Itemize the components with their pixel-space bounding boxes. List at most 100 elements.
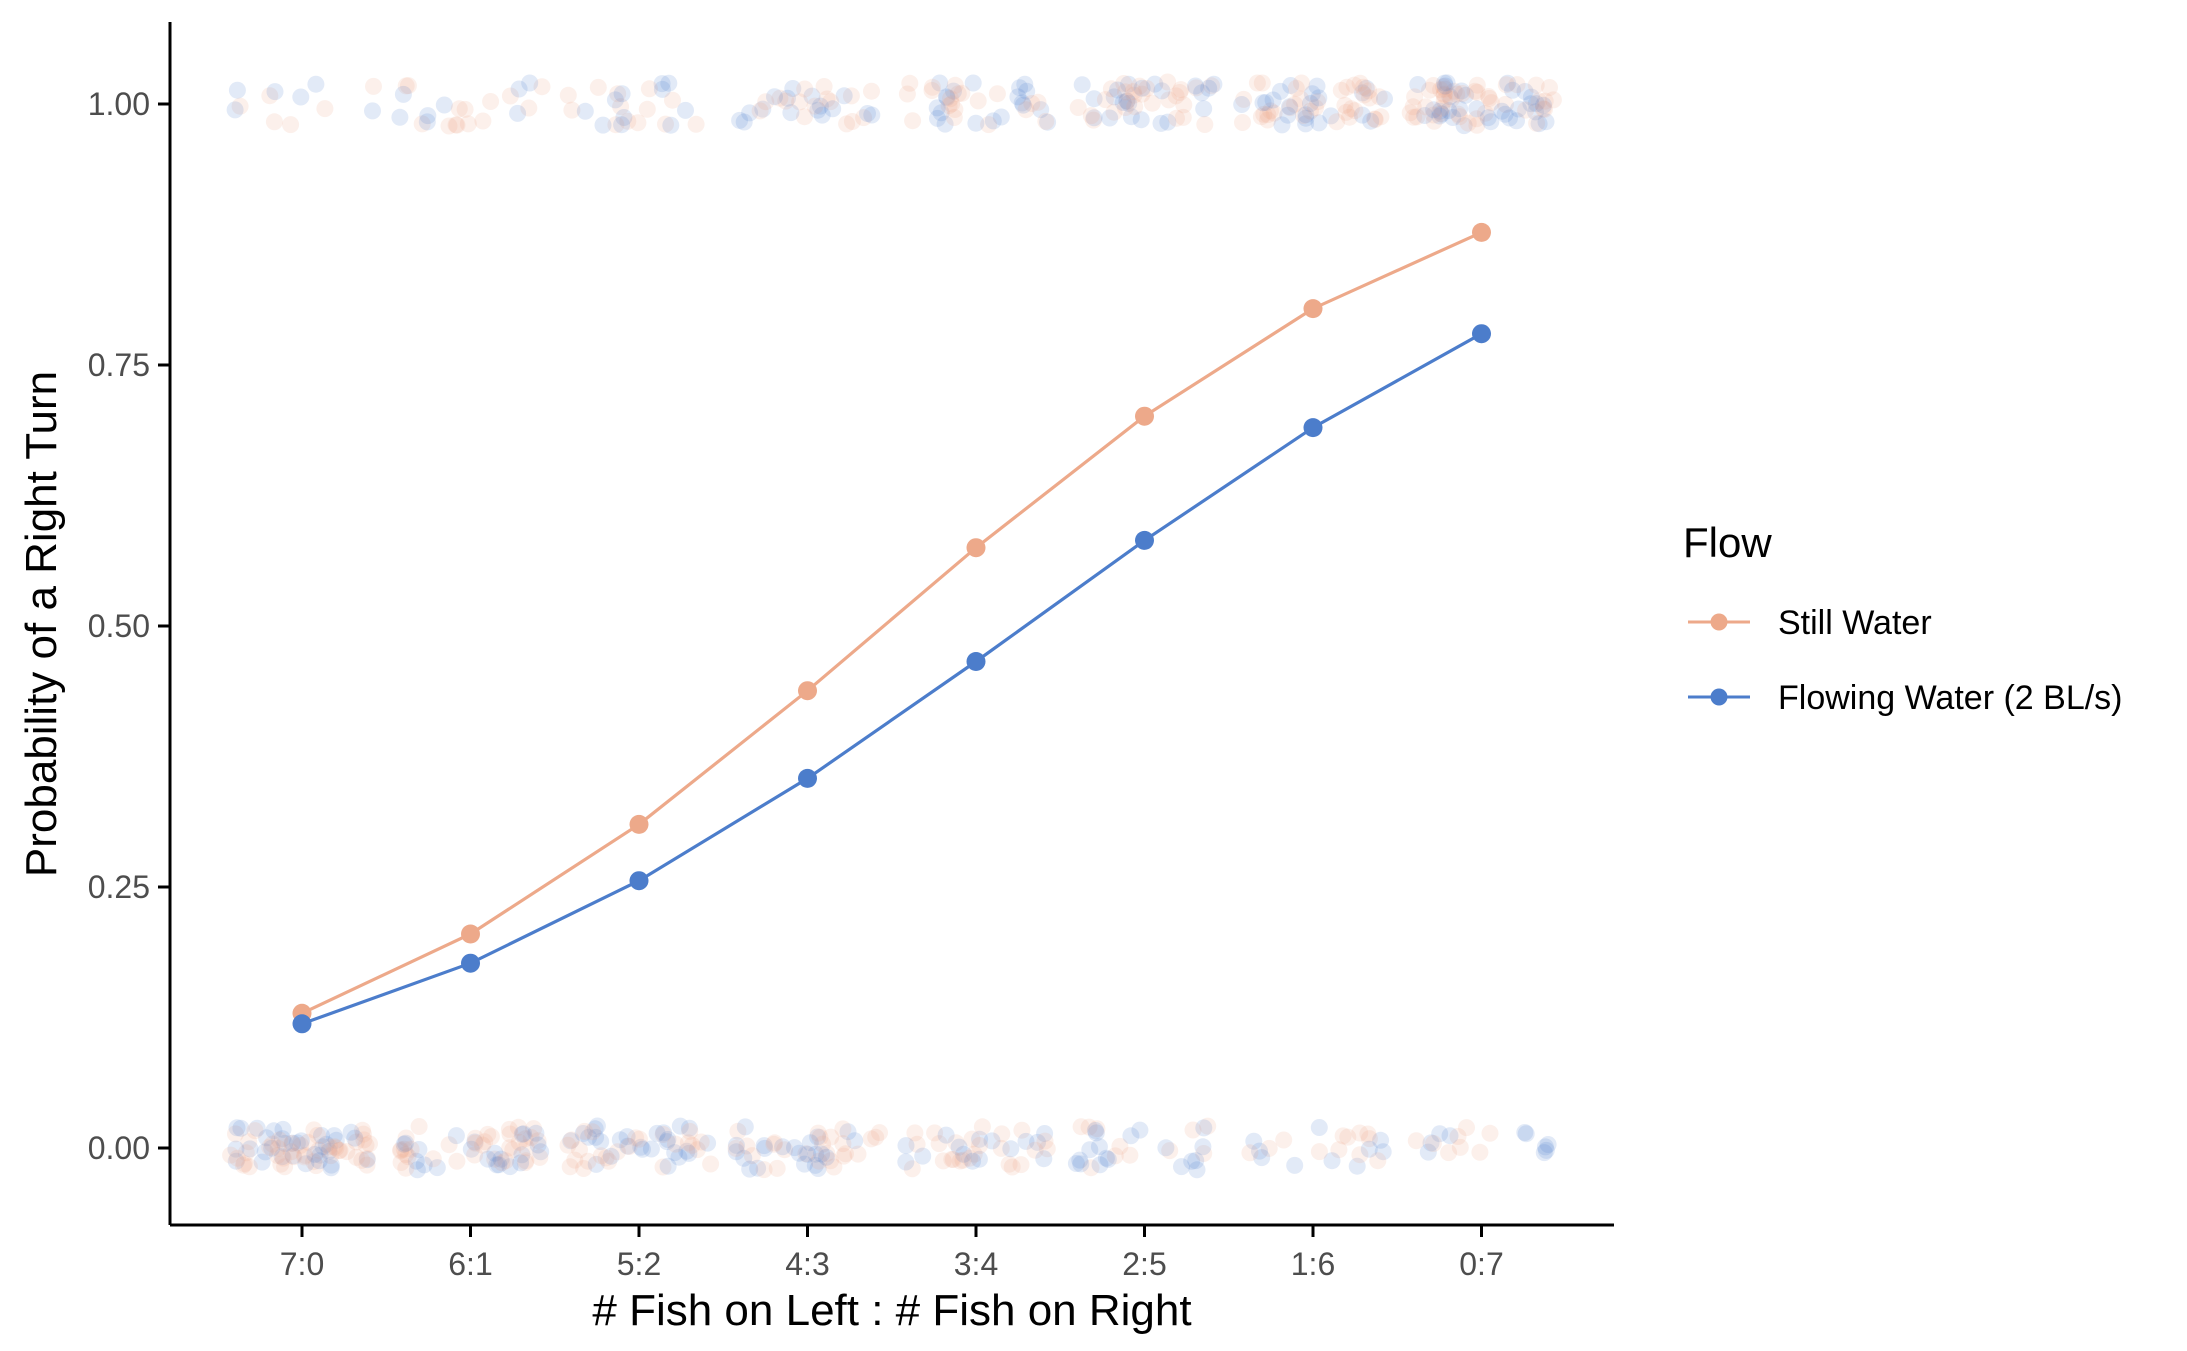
- raw-point-left-turn: [576, 1122, 594, 1140]
- raw-point-right-turn: [1530, 92, 1548, 110]
- y-tick-label: 0.50: [88, 608, 150, 644]
- raw-point-left-turn: [786, 1139, 803, 1157]
- raw-point-right-turn: [1408, 108, 1426, 126]
- raw-point-left-turn: [566, 1151, 584, 1169]
- raw-point-right-turn: [1527, 76, 1545, 94]
- raw-point-right-turn: [809, 101, 827, 119]
- raw-point-right-turn: [1357, 79, 1375, 97]
- raw-point-right-turn: [1337, 103, 1355, 121]
- raw-point-right-turn: [1102, 80, 1120, 98]
- raw-point-left-turn: [276, 1158, 294, 1176]
- raw-point-left-turn: [269, 1147, 286, 1164]
- raw-point-right-turn: [1372, 108, 1390, 126]
- raw-point-left-turn: [320, 1142, 338, 1160]
- series-lines: [301, 230, 1483, 1026]
- raw-point-right-turn: [1257, 94, 1275, 111]
- raw-point-left-turn: [670, 1148, 688, 1166]
- raw-point-right-turn: [1168, 109, 1185, 127]
- raw-point-left-turn: [849, 1145, 867, 1163]
- raw-point-right-turn: [945, 82, 962, 100]
- raw-point-left-turn: [246, 1122, 264, 1140]
- raw-point-left-turn: [571, 1141, 588, 1159]
- raw-point-left-turn: [270, 1131, 288, 1149]
- raw-point-left-turn: [492, 1150, 510, 1168]
- raw-point-right-turn: [1425, 106, 1443, 124]
- raw-point-right-turn: [1009, 88, 1027, 106]
- raw-point-left-turn: [970, 1150, 988, 1168]
- raw-point-left-turn: [961, 1149, 979, 1167]
- raw-point-right-turn: [1451, 108, 1469, 126]
- raw-point-right-turn: [1254, 94, 1272, 112]
- raw-point-left-turn: [486, 1150, 504, 1168]
- raw-point-right-turn: [1366, 110, 1384, 128]
- raw-point-right-turn: [391, 108, 409, 126]
- raw-point-right-turn: [803, 87, 821, 105]
- raw-point-right-turn: [1322, 107, 1340, 125]
- raw-point-left-turn: [311, 1146, 329, 1164]
- raw-point-right-turn: [1172, 81, 1190, 99]
- raw-point-right-turn: [1310, 89, 1328, 107]
- raw-point-left-turn: [296, 1146, 314, 1164]
- raw-point-left-turn: [273, 1148, 291, 1166]
- raw-point-left-turn: [755, 1137, 773, 1155]
- raw-point-right-turn: [928, 99, 946, 117]
- raw-point-right-turn: [1281, 99, 1299, 117]
- raw-point-right-turn: [1124, 83, 1142, 101]
- raw-point-left-turn: [1253, 1149, 1271, 1167]
- raw-point-right-turn: [1508, 76, 1526, 94]
- raw-point-left-turn: [397, 1129, 415, 1147]
- raw-point-right-turn: [1069, 99, 1087, 116]
- raw-point-right-turn: [559, 86, 577, 104]
- raw-point-right-turn: [1434, 78, 1452, 96]
- raw-point-left-turn: [1374, 1143, 1392, 1161]
- raw-point-right-turn: [1370, 88, 1388, 106]
- raw-point-right-turn: [1297, 115, 1315, 133]
- raw-point-left-turn: [1081, 1141, 1099, 1159]
- raw-point-left-turn: [810, 1152, 828, 1170]
- raw-point-left-turn: [299, 1133, 317, 1151]
- raw-point-right-turn: [988, 85, 1006, 103]
- raw-point-left-turn: [1260, 1139, 1278, 1157]
- raw-point-left-turn: [796, 1155, 813, 1173]
- raw-point-right-turn: [1200, 79, 1218, 97]
- x-tick-label: 2:5: [1122, 1246, 1166, 1282]
- raw-point-right-turn: [1480, 89, 1498, 107]
- raw-point-left-turn: [1536, 1138, 1554, 1156]
- raw-point-right-turn: [1308, 77, 1326, 95]
- raw-point-right-turn: [1401, 104, 1419, 122]
- raw-point-right-turn: [1011, 79, 1029, 97]
- raw-point-right-turn: [1082, 107, 1100, 125]
- raw-point-right-turn: [1425, 112, 1443, 130]
- raw-point-right-turn: [1534, 100, 1552, 118]
- legend-label-still-water: Still Water: [1778, 604, 1932, 642]
- raw-point-right-turn: [735, 113, 753, 131]
- raw-point-left-turn: [903, 1160, 921, 1178]
- raw-point-left-turn: [790, 1144, 808, 1162]
- raw-point-left-turn: [1516, 1124, 1534, 1141]
- raw-point-right-turn: [771, 89, 789, 107]
- raw-point-right-turn: [1527, 95, 1545, 113]
- raw-point-left-turn: [509, 1118, 527, 1136]
- raw-point-left-turn: [671, 1117, 689, 1135]
- raw-point-left-turn: [1339, 1128, 1357, 1146]
- raw-point-left-turn: [811, 1128, 829, 1146]
- raw-point-left-turn: [983, 1132, 1001, 1150]
- raw-point-right-turn: [1132, 111, 1150, 129]
- raw-point-right-turn: [806, 97, 824, 115]
- raw-point-right-turn: [1499, 74, 1517, 92]
- raw-point-left-turn: [944, 1151, 962, 1168]
- raw-point-right-turn: [1459, 114, 1477, 132]
- raw-point-left-turn: [659, 1157, 677, 1175]
- legend-marker-still-water: [1710, 613, 1728, 631]
- raw-point-left-turn: [1360, 1140, 1378, 1158]
- raw-point-left-turn: [1035, 1150, 1053, 1168]
- raw-point-right-turn: [1248, 74, 1266, 92]
- raw-point-right-turn: [901, 74, 919, 92]
- raw-point-right-turn: [399, 77, 417, 95]
- raw-point-left-turn: [871, 1124, 888, 1142]
- raw-point-left-turn: [1481, 1124, 1499, 1142]
- raw-point-right-turn: [1287, 79, 1305, 97]
- raw-point-right-turn: [450, 100, 468, 118]
- raw-point-right-turn: [594, 116, 612, 134]
- raw-point-left-turn: [1330, 1141, 1348, 1159]
